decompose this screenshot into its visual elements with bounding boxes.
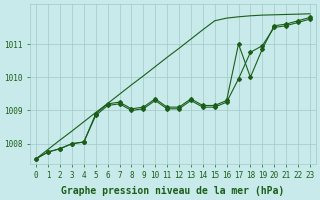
X-axis label: Graphe pression niveau de la mer (hPa): Graphe pression niveau de la mer (hPa) xyxy=(61,186,285,196)
